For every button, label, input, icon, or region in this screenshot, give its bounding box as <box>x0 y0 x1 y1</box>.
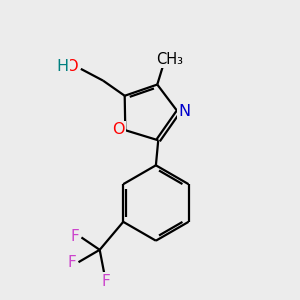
Text: O: O <box>112 122 125 137</box>
Text: CH₃: CH₃ <box>156 52 183 67</box>
Text: N: N <box>178 104 190 119</box>
Text: F: F <box>68 255 76 270</box>
Text: F: F <box>70 230 79 244</box>
Text: HO: HO <box>54 59 79 74</box>
Text: F: F <box>101 274 110 289</box>
Text: H: H <box>56 59 69 74</box>
